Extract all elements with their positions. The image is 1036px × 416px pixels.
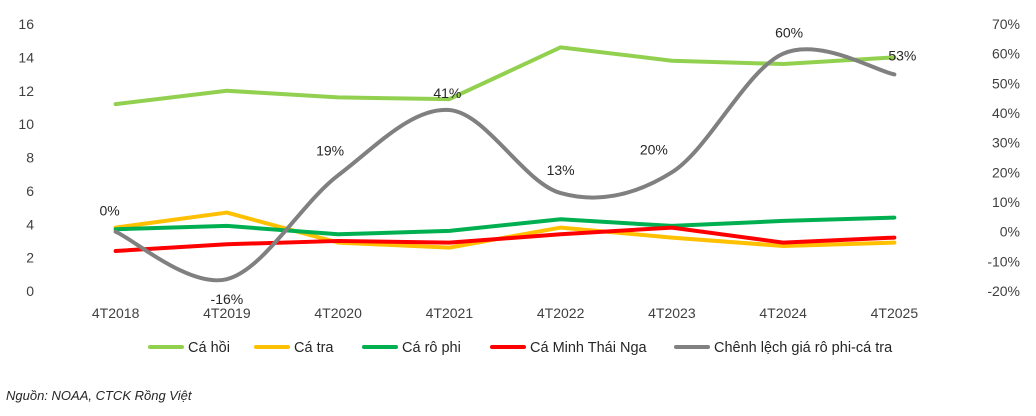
data-label: -16%	[211, 291, 244, 307]
data-labels: 0% -16% 19% 41% 13% 20% 60% 53%	[100, 25, 917, 307]
left-y-axis: 0 2 4 6 8 10 12 14 16	[18, 16, 34, 299]
left-tick-label: 6	[26, 183, 34, 199]
right-tick-label: 20%	[992, 164, 1020, 180]
x-tick-label: 4T2021	[426, 305, 474, 321]
right-tick-label: 0%	[1000, 224, 1020, 240]
legend-label-3: Cá Minh Thái Nga	[530, 340, 648, 356]
left-tick-label: 8	[26, 150, 34, 166]
source-note: Nguồn: NOAA, CTCK Rồng Việt	[6, 388, 192, 403]
series-line-4	[113, 47, 897, 283]
right-tick-label: 30%	[992, 135, 1020, 151]
right-tick-label: 40%	[992, 105, 1020, 121]
data-label: 13%	[547, 162, 575, 178]
left-tick-label: 12	[18, 83, 34, 99]
series-lines	[113, 45, 897, 283]
x-tick-label: 4T2020	[314, 305, 362, 321]
right-tick-label: -10%	[987, 253, 1020, 269]
right-tick-label: -20%	[987, 283, 1020, 299]
x-tick-label: 4T2019	[203, 305, 251, 321]
data-label: 0%	[100, 203, 120, 219]
left-tick-label: 16	[18, 16, 34, 32]
right-tick-label: 70%	[992, 16, 1020, 32]
series-line-3	[113, 225, 897, 253]
legend-label-4: Chênh lệch giá rô phi-cá tra	[714, 340, 893, 356]
right-tick-label: 60%	[992, 46, 1020, 62]
left-tick-label: 2	[26, 250, 34, 266]
legend-label-1: Cá tra	[294, 340, 334, 356]
legend: Cá hồi Cá tra Cá rô phi Cá Minh Thái Nga Chê…	[148, 340, 893, 356]
legend-label-2: Cá rô phi	[402, 340, 461, 356]
left-tick-label: 14	[18, 49, 34, 65]
right-y-axis: -20% -10% 0% 10% 20% 30% 40% 50% 60% 70%	[987, 16, 1020, 299]
data-label: 20%	[640, 141, 668, 157]
x-tick-label: 4T2022	[537, 305, 585, 321]
x-tick-label: 4T2025	[871, 305, 919, 321]
series-line-2	[113, 215, 897, 237]
series-line-0	[113, 45, 897, 107]
x-tick-label: 4T2018	[92, 305, 140, 321]
data-label: 60%	[775, 25, 803, 41]
data-label: 19%	[316, 142, 344, 158]
left-tick-label: 4	[26, 216, 34, 232]
left-tick-label: 0	[26, 283, 34, 299]
left-tick-label: 10	[18, 116, 34, 132]
x-axis: 4T2018 4T2019 4T2020 4T2021 4T2022 4T2023 4T20…	[92, 305, 918, 321]
data-label: 53%	[888, 47, 916, 63]
x-tick-label: 4T2024	[759, 305, 807, 321]
data-label: 41%	[433, 85, 461, 101]
right-tick-label: 10%	[992, 194, 1020, 210]
right-tick-label: 50%	[992, 75, 1020, 91]
x-tick-label: 4T2023	[648, 305, 696, 321]
legend-label-0: Cá hồi	[188, 340, 230, 356]
